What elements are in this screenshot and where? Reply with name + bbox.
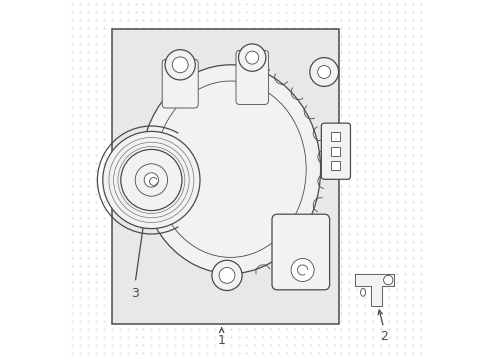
Circle shape — [103, 131, 200, 229]
Bar — [331, 161, 341, 170]
Circle shape — [239, 44, 266, 71]
Circle shape — [219, 267, 235, 283]
Circle shape — [135, 164, 168, 196]
Text: 3: 3 — [131, 287, 139, 300]
FancyBboxPatch shape — [321, 123, 350, 179]
Polygon shape — [355, 274, 394, 306]
Bar — [331, 147, 341, 156]
Circle shape — [245, 51, 259, 64]
Ellipse shape — [141, 65, 320, 274]
Circle shape — [318, 66, 331, 78]
FancyBboxPatch shape — [236, 50, 269, 104]
Circle shape — [212, 260, 242, 291]
Bar — [331, 132, 341, 141]
FancyBboxPatch shape — [272, 214, 330, 290]
Circle shape — [144, 173, 159, 187]
Circle shape — [121, 149, 182, 211]
Circle shape — [165, 50, 196, 80]
Circle shape — [291, 258, 314, 282]
Bar — [112, 29, 339, 324]
Circle shape — [310, 58, 339, 86]
Circle shape — [384, 275, 393, 285]
FancyBboxPatch shape — [162, 59, 198, 108]
Circle shape — [172, 57, 188, 73]
Text: 2: 2 — [380, 330, 388, 343]
Text: 1: 1 — [218, 334, 225, 347]
Ellipse shape — [361, 288, 366, 296]
